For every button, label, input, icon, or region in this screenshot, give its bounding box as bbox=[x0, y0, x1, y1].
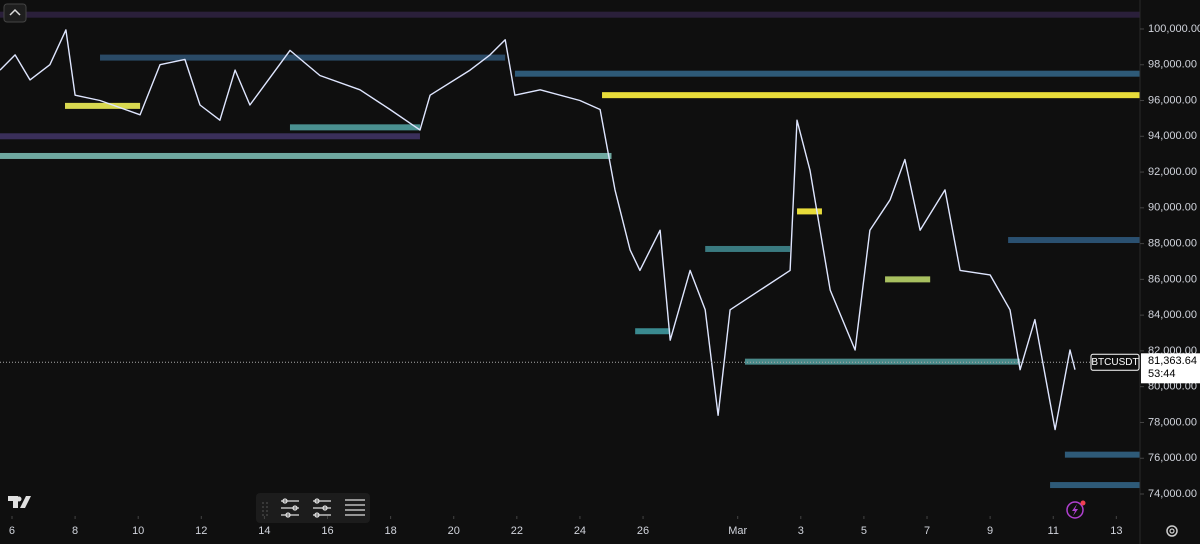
y-tick-label: 76,000.00 bbox=[1148, 452, 1197, 464]
tool-button[interactable] bbox=[345, 499, 365, 516]
heatmap-band bbox=[885, 276, 931, 283]
heatmap-band bbox=[0, 133, 420, 140]
heatmap-band bbox=[100, 54, 506, 61]
heatmap-band bbox=[289, 124, 420, 131]
symbol-label: BTCUSDT bbox=[1091, 357, 1138, 368]
collapse-button[interactable] bbox=[3, 3, 27, 23]
x-tick-label: 12 bbox=[195, 525, 207, 537]
x-tick-label: 26 bbox=[637, 525, 649, 537]
x-tick-label: 6 bbox=[9, 525, 15, 537]
x-tick-label: 11 bbox=[1048, 525, 1059, 537]
y-tick-label: 100,000.00 bbox=[1148, 23, 1200, 35]
alert-icon[interactable] bbox=[1066, 500, 1086, 519]
x-tick-label: 8 bbox=[72, 525, 78, 537]
x-tick-label: 16 bbox=[321, 525, 333, 537]
y-tick-label: 96,000.00 bbox=[1148, 94, 1197, 106]
heatmap-band bbox=[0, 11, 1140, 18]
settings-button[interactable] bbox=[1166, 525, 1178, 537]
price-line bbox=[0, 29, 1076, 431]
logo bbox=[8, 496, 31, 508]
heatmap-band bbox=[705, 245, 791, 252]
heatmap-band bbox=[1008, 237, 1140, 244]
symbol-badge bbox=[1090, 353, 1140, 371]
price-badge bbox=[1141, 353, 1200, 384]
y-tick-label: 78,000.00 bbox=[1148, 416, 1197, 428]
y-tick-label: 84,000.00 bbox=[1148, 309, 1197, 321]
y-tick-label: 92,000.00 bbox=[1148, 166, 1197, 178]
plot-area bbox=[0, 11, 1140, 489]
heatmap-band bbox=[797, 208, 822, 215]
y-tick-label: 86,000.00 bbox=[1148, 273, 1197, 285]
x-tick-label: 14 bbox=[258, 525, 270, 537]
x-tick-label: 13 bbox=[1110, 525, 1122, 537]
toolbar bbox=[256, 493, 370, 523]
heatmap-band bbox=[514, 70, 1140, 77]
heatmap-band bbox=[1050, 482, 1140, 489]
x-tick-label: 7 bbox=[924, 525, 930, 537]
last-price-label: 81,363.64 bbox=[1148, 355, 1197, 367]
heatmap-band bbox=[64, 102, 141, 109]
y-tick-label: 74,000.00 bbox=[1148, 488, 1197, 500]
x-tick-label: 3 bbox=[798, 525, 804, 537]
x-tick-label: Mar bbox=[728, 525, 747, 537]
heatmap-band bbox=[635, 328, 671, 335]
tool-button[interactable] bbox=[313, 498, 331, 518]
x-tick-label: 22 bbox=[511, 525, 523, 537]
y-tick-label: 94,000.00 bbox=[1148, 130, 1197, 142]
x-tick-label: 20 bbox=[448, 525, 460, 537]
heatmap-band bbox=[1064, 451, 1140, 458]
x-tick-label: 18 bbox=[384, 525, 396, 537]
tool-button[interactable] bbox=[281, 498, 299, 518]
x-tick-label: 5 bbox=[861, 525, 867, 537]
y-tick-label: 90,000.00 bbox=[1148, 202, 1197, 214]
heatmap-band bbox=[602, 92, 1140, 99]
heatmap-band bbox=[744, 358, 1021, 365]
x-tick-label: 9 bbox=[987, 525, 993, 537]
x-tick-label: 24 bbox=[574, 525, 586, 537]
y-tick-label: 98,000.00 bbox=[1148, 59, 1197, 71]
heatmap-band bbox=[0, 152, 612, 159]
y-tick-label: 88,000.00 bbox=[1148, 238, 1197, 250]
y-tick-label: 80,000.00 bbox=[1148, 381, 1197, 393]
x-tick-label: 10 bbox=[132, 525, 144, 537]
countdown: 53:44 bbox=[1148, 368, 1176, 380]
